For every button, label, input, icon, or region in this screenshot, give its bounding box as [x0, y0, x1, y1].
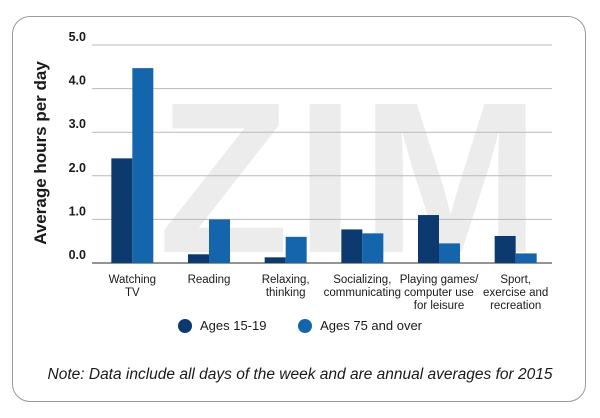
gridlines	[92, 44, 552, 264]
legend: Ages 15-19 Ages 75 and over	[0, 318, 600, 336]
bar-ages-15-19-1	[188, 254, 209, 263]
legend-swatch-ages-75-over	[298, 318, 313, 333]
y-axis-label: Average hours per day	[31, 61, 50, 245]
x-tick-label: Sport, exercise and recreation	[483, 274, 548, 312]
x-tick-label: Socializing, communicating	[324, 274, 401, 299]
legend-item-ages-75-over: Ages 75 and over	[298, 318, 422, 333]
y-tick-label: 3.0	[69, 117, 86, 131]
x-tick-label: Playing games/computer use for leisure	[400, 274, 479, 312]
bar-ages-15-19-3	[341, 229, 363, 263]
bar-ages-75-over-3	[362, 233, 384, 263]
x-tick-label: Watching TV	[109, 274, 157, 299]
x-tick-label: Relaxing, thinking	[262, 274, 310, 299]
y-tick-label: 0.0	[69, 248, 86, 262]
bar-ages-15-19-0	[111, 158, 133, 263]
chart-card	[12, 16, 586, 402]
legend-item-ages-15-19: Ages 15-19	[177, 318, 267, 333]
legend-swatch-ages-15-19	[177, 318, 192, 333]
y-tick-label: 5.0	[69, 30, 86, 44]
bar-ages-75-over-2	[285, 236, 307, 263]
bar-ages-75-over-5	[515, 253, 537, 263]
y-tick-label: 2.0	[69, 161, 86, 175]
bar-ages-75-over-4	[439, 243, 460, 263]
legend-label-ages-15-19: Ages 15-19	[199, 318, 267, 333]
y-tick-labels: 0.0 1.0 2.0 3.0 4.0 5.0	[69, 30, 86, 262]
bar-ages-15-19-5	[494, 235, 516, 263]
legend-label-ages-75-over: Ages 75 and over	[320, 318, 423, 333]
bar-ages-15-19-4	[418, 215, 439, 263]
x-tick-labels: Watching TV Reading Relaxing, thinking Social…	[109, 274, 549, 312]
footnote: Note: Data include all days of the week …	[47, 366, 553, 383]
bar-ages-75-over-1	[209, 219, 230, 263]
bars	[111, 68, 537, 263]
y-tick-label: 4.0	[69, 74, 86, 88]
x-tick-label: Reading	[188, 274, 231, 286]
bar-ages-75-over-0	[132, 68, 154, 263]
bar-ages-15-19-2	[264, 257, 286, 263]
y-tick-label: 1.0	[69, 204, 86, 218]
